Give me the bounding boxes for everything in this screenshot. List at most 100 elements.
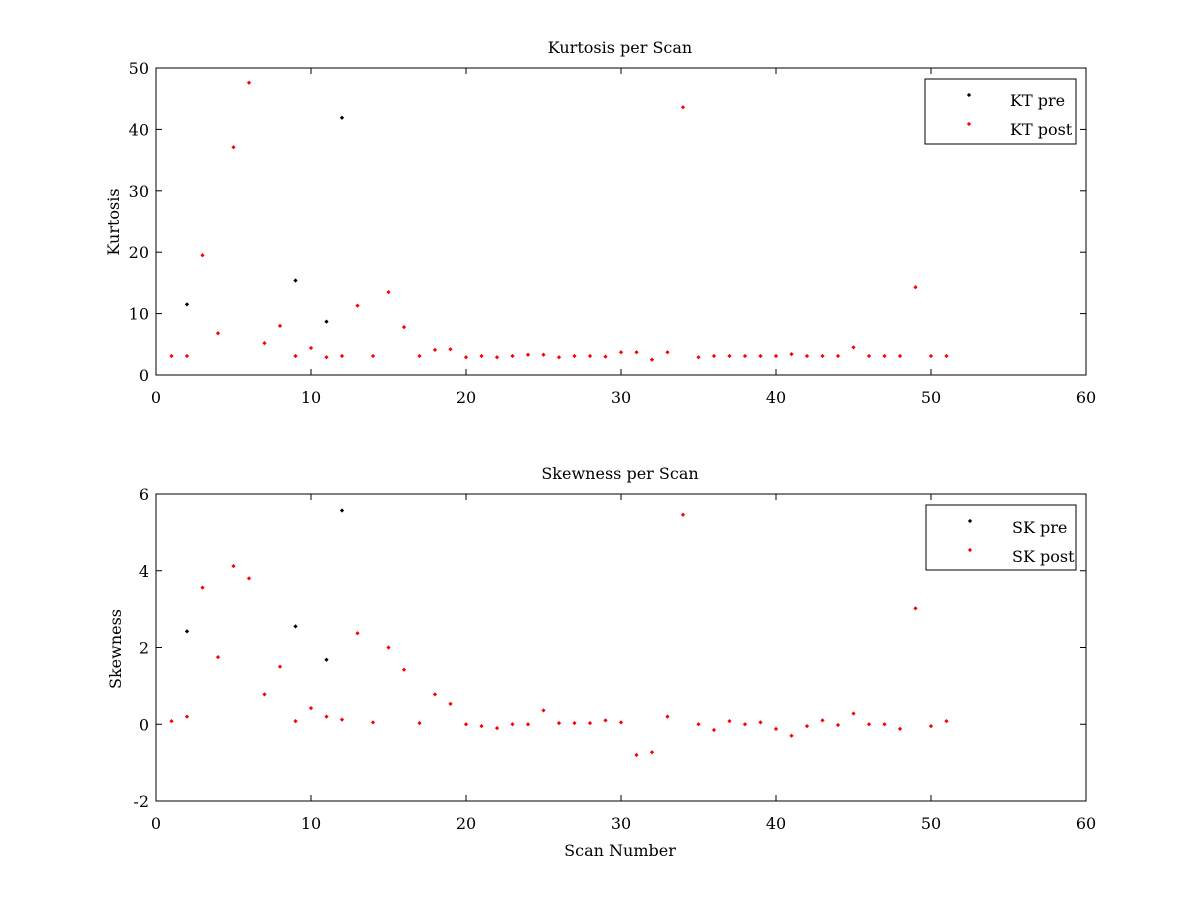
- kurtosis-point-post: [851, 345, 856, 350]
- kurtosis-point-pre: [324, 319, 329, 324]
- skewness-point-post: [711, 727, 717, 733]
- kurtosis-point-post: [587, 353, 593, 359]
- skewness-point-post: [727, 719, 732, 724]
- skewness-point-post: [618, 720, 624, 725]
- kurtosis-point-post: [215, 331, 221, 336]
- kurtosis-point-post: [494, 355, 500, 360]
- kurtosis-point-post: [866, 353, 872, 359]
- skewness-x-tick-label: 50: [921, 814, 941, 833]
- kurtosis-point-post: [510, 353, 515, 359]
- kurtosis-point-post: [727, 353, 732, 359]
- skewness-point-post: [262, 692, 267, 697]
- kurtosis-y-tick-label: 0: [139, 366, 149, 385]
- kurtosis-point-post: [603, 354, 608, 359]
- kurtosis-point-post: [246, 80, 252, 85]
- skewness-point-post: [432, 692, 438, 697]
- skewness-point-post: [913, 606, 918, 611]
- kurtosis-point-post: [525, 352, 531, 357]
- skewness-point-post: [820, 718, 825, 723]
- skewness-point-post: [448, 701, 453, 707]
- skewness-point-post: [184, 714, 190, 719]
- kurtosis-point-post: [835, 353, 841, 359]
- skewness-point-post: [339, 717, 345, 722]
- skewness-point-post: [789, 733, 794, 738]
- skewness-y-tick-label: 2: [139, 639, 149, 658]
- skewness-point-post: [494, 725, 500, 731]
- skewness-y-tick-label: 4: [139, 562, 149, 581]
- kurtosis-point-post: [882, 353, 887, 359]
- skewness-point-post: [804, 724, 810, 729]
- kurtosis-point-post: [308, 345, 314, 351]
- skewness-point-post: [603, 718, 608, 723]
- kurtosis-point-post: [804, 353, 810, 359]
- skewness-point-post: [556, 720, 562, 726]
- kurtosis-x-tick-label: 20: [456, 388, 476, 407]
- skewness-point-post: [417, 720, 422, 726]
- kurtosis-point-post: [432, 347, 438, 352]
- skewness-legend-box: [925, 504, 1077, 571]
- skewness-point-post: [370, 720, 376, 725]
- kurtosis-x-tick-label: 40: [766, 388, 786, 407]
- kurtosis-x-tick-label: 0: [151, 388, 161, 407]
- kurtosis-chart-title: Kurtosis per Scan: [548, 38, 692, 57]
- skewness-point-post: [401, 667, 407, 672]
- kurtosis-point-post: [355, 303, 360, 308]
- skewness-point-post: [277, 664, 283, 669]
- kurtosis-x-tick-label: 60: [1076, 388, 1096, 407]
- skewness-point-post: [649, 750, 655, 755]
- skewness-point-post: [463, 722, 469, 727]
- kurtosis-point-post: [944, 353, 949, 359]
- kurtosis-y-axis-label: Kurtosis: [104, 188, 123, 255]
- kurtosis-y-tick-label: 40: [129, 120, 149, 139]
- skewness-x-tick-label: 10: [301, 814, 321, 833]
- kurtosis-point-post: [324, 355, 329, 360]
- kurtosis-point-post: [339, 353, 345, 359]
- skewness-x-axis-label: Scan Number: [564, 841, 676, 860]
- skewness-point-pre: [324, 657, 329, 662]
- kurtosis-legend: KT pre KT post: [924, 78, 1077, 145]
- kurtosis-legend-label-post: KT post: [1010, 120, 1073, 139]
- skewness-point-post: [479, 724, 484, 729]
- kurtosis-y-tick-label: 30: [129, 182, 149, 201]
- skewness-point-post: [944, 719, 949, 724]
- skewness-y-axis-label: Skewness: [106, 609, 125, 689]
- skewness-point-post: [355, 631, 360, 636]
- skewness-legend: SK pre SK post: [925, 504, 1077, 571]
- skewness-point-post: [169, 719, 174, 724]
- skewness-point-post: [665, 714, 670, 719]
- skewness-point-post: [680, 512, 686, 517]
- skewness-point-post: [324, 714, 329, 719]
- skewness-point-pre: [184, 629, 190, 634]
- skewness-point-post: [525, 722, 531, 727]
- skewness-point-post: [572, 720, 577, 726]
- skewness-x-tick-label: 40: [766, 814, 786, 833]
- skewness-point-post: [634, 752, 639, 758]
- kurtosis-point-post: [696, 355, 701, 360]
- kurtosis-point-post: [463, 355, 469, 360]
- kurtosis-point-post: [758, 353, 763, 359]
- kurtosis-point-post: [649, 357, 655, 362]
- skewness-legend-label-post: SK post: [1012, 547, 1075, 566]
- kurtosis-point-post: [479, 353, 484, 359]
- skewness-legend-marker-pre: [967, 518, 973, 524]
- kurtosis-point-post: [618, 350, 624, 355]
- kurtosis-point-pre: [293, 278, 298, 283]
- kurtosis-panel: Kurtosis per Scan Kurtosis 0 10 20 30 40 50 60…: [104, 38, 1096, 407]
- skewness-x-tick-label: 60: [1076, 814, 1096, 833]
- skewness-panel: Skewness per Scan Skewness Scan Number 0…: [106, 464, 1096, 860]
- skewness-point-post: [851, 711, 856, 716]
- skewness-point-post: [758, 720, 763, 725]
- skewness-point-post: [835, 722, 841, 728]
- skewness-y-tick-label: 6: [139, 485, 149, 504]
- skewness-point-post: [308, 706, 314, 711]
- skewness-point-post: [773, 726, 779, 731]
- skewness-point-post: [882, 722, 887, 727]
- skewness-point-post: [696, 722, 701, 727]
- skewness-point-post: [587, 720, 593, 726]
- kurtosis-point-post: [928, 353, 934, 359]
- kurtosis-point-post: [401, 324, 407, 330]
- kurtosis-y-tick-label: 20: [129, 243, 149, 262]
- skewness-point-post: [510, 722, 515, 727]
